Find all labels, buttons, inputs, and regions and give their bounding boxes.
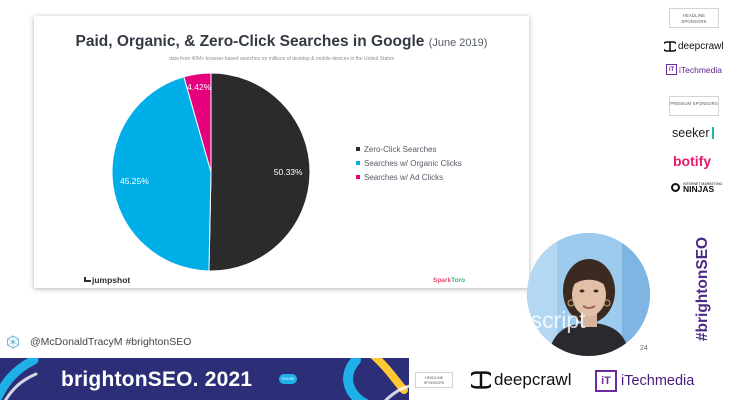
banner-headline-sponsors-label: HEADLINE SPONSORS <box>415 372 453 388</box>
banner-deepcrawl-text: deepcrawl <box>494 370 572 389</box>
banner-itechmedia-logo: iT iTechmedia <box>595 370 694 392</box>
pie-slice-label: 45.25% <box>120 176 149 186</box>
seeker-logo-text: seeker <box>672 126 710 140</box>
itechmedia-logo: iT iTechmedia <box>666 64 722 75</box>
legend-item: Searches w/ Organic Clicks <box>356 156 462 170</box>
banner-year: 2021 <box>204 368 253 391</box>
deepcrawl-logo-text: deepcrawl <box>678 41 724 52</box>
ninjas-logo-small: INTERNET MARKETING <box>683 182 723 186</box>
banner-deepcrawl-logo: deepcrawl <box>471 370 572 390</box>
slide-subtitle: data from 40M+ browser-based searches on… <box>169 56 394 62</box>
ninja-ring-icon <box>671 183 680 192</box>
online-badge: ONLINE <box>279 374 297 384</box>
jumpshot-logo-text: jumpshot <box>92 275 131 285</box>
sparktoro-logo: SparkToro <box>433 277 465 284</box>
legend-label: Searches w/ Ad Clicks <box>364 172 444 182</box>
seeker-logo: seeker <box>672 126 714 140</box>
headline-sponsors-label: HEADLINE SPONSORS <box>669 8 719 28</box>
deepcrawl-logo: deepcrawl <box>664 41 724 52</box>
ninjas-logo-stack: INTERNET MARKETING NINJAS <box>683 182 722 193</box>
banner-wordmark-text: brightonSEO. <box>61 368 199 391</box>
legend-label: Zero-Click Searches <box>364 144 437 154</box>
webcam-feed <box>527 233 650 356</box>
banner-itechmedia-text: iTechmedia <box>621 373 695 389</box>
banner-wordmark: brightonSEO. 2021 <box>61 368 252 392</box>
pie-slice <box>208 72 311 272</box>
itech-mark-icon: iT <box>666 64 677 75</box>
jumpshot-logo: jumpshot <box>84 275 130 285</box>
slide: Paid, Organic, & Zero-Click Searches in … <box>34 16 529 288</box>
chart-legend: Zero-Click Searches Searches w/ Organic C… <box>356 142 462 184</box>
page-number: 24 <box>640 345 648 352</box>
legend-swatch <box>356 175 360 179</box>
premium-sponsors-label: PREMIUM SPONSORS <box>669 96 719 116</box>
sparktoro-logo-b: Toro <box>451 277 466 284</box>
deepcrawl-icon <box>664 41 676 52</box>
jumpshot-mark-icon <box>84 277 91 282</box>
legend-item: Searches w/ Ad Clicks <box>356 170 462 184</box>
legend-label: Searches w/ Organic Clicks <box>364 158 462 168</box>
descript-watermark: descript <box>505 307 586 333</box>
slide-title-date: (June 2019) <box>428 37 488 49</box>
slide-title-text: Paid, Organic, & Zero-Click Searches in … <box>75 33 425 50</box>
pie-slice-label: 50.33% <box>274 167 303 177</box>
caption-text: @McDonaldTracyM #brightonSEO <box>30 336 192 348</box>
hexagon-network-icon <box>7 335 19 349</box>
botify-logo-text: botify <box>673 153 712 169</box>
botify-logo: botify <box>673 153 711 169</box>
banner-deepcrawl-icon <box>471 371 491 389</box>
ninjas-logo: INTERNET MARKETING NINJAS <box>671 182 722 193</box>
pie-slice <box>183 72 212 173</box>
hashtag-vertical-text: #brightonSEO <box>694 237 711 341</box>
speaker-video-image <box>527 233 650 356</box>
ninjas-logo-text: NINJAS <box>683 184 715 194</box>
slide-title: Paid, Organic, & Zero-Click Searches in … <box>34 33 529 51</box>
seeker-bar-icon <box>711 127 714 139</box>
pie-slice <box>111 76 212 272</box>
itechmedia-logo-text: iTechmedia <box>679 64 722 75</box>
sparktoro-logo-a: Spark <box>433 277 452 284</box>
banner-itech-mark-icon: iT <box>595 370 617 392</box>
brightonseo-banner: brightonSEO. 2021 ONLINE <box>0 358 409 400</box>
pie-slice-label: 4.42% <box>187 82 212 92</box>
banner-decoration <box>0 358 409 400</box>
legend-swatch <box>356 161 360 165</box>
pie-chart: 50.33% 45.25% 4.42% <box>111 72 311 272</box>
caption: @McDonaldTracyM #brightonSEO <box>6 335 191 349</box>
legend-swatch <box>356 147 360 151</box>
hashtag-vertical: #brightonSEO <box>694 237 711 341</box>
legend-item: Zero-Click Searches <box>356 142 462 156</box>
banner-sponsor-strip <box>409 358 731 400</box>
